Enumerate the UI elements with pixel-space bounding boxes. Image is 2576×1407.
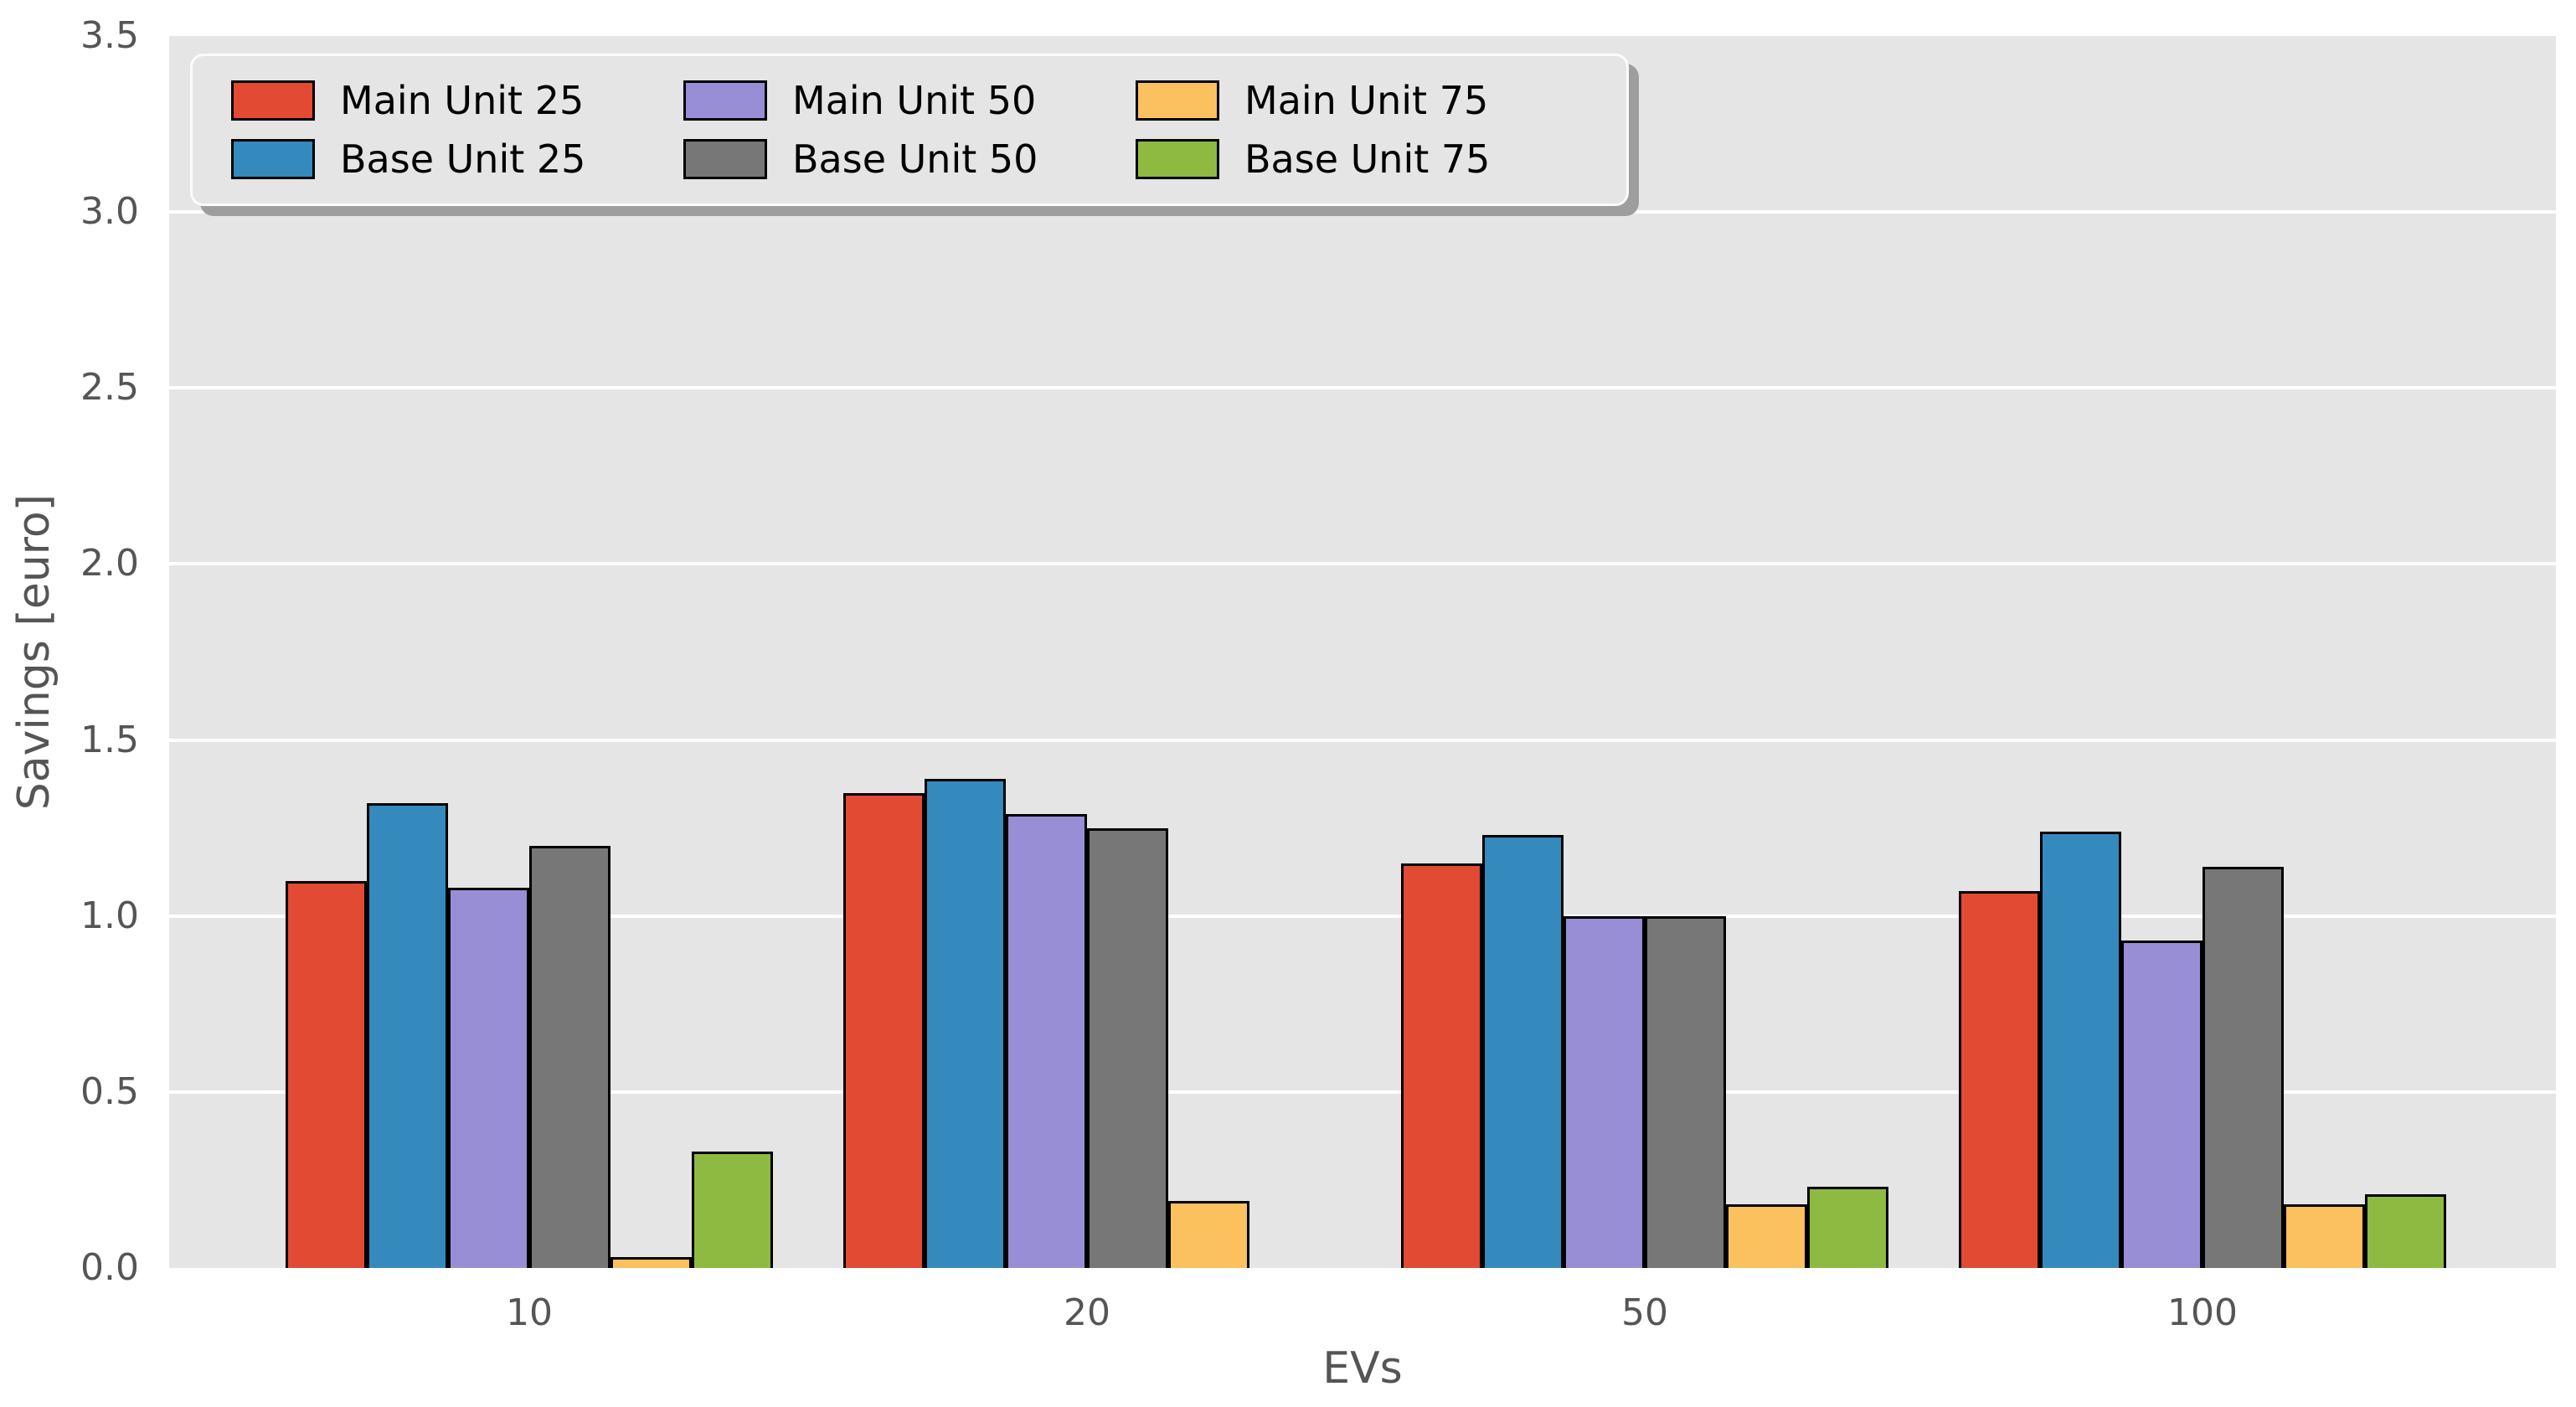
bar-main-unit-75-ev100 <box>2284 1204 2365 1268</box>
legend-label: Main Unit 50 <box>792 78 1037 123</box>
bar-base-unit-75-ev10 <box>692 1152 773 1268</box>
bar-base-unit-25-ev50 <box>1482 835 1564 1268</box>
bar-group-10 <box>286 803 773 1268</box>
gridline <box>169 210 2556 214</box>
legend-entry: Base Unit 25 <box>231 137 683 182</box>
bar-base-unit-50-ev10 <box>529 846 611 1268</box>
legend-swatch-base-unit-50 <box>683 139 767 179</box>
bar-main-unit-25-ev10 <box>286 881 367 1268</box>
bar-main-unit-75-ev10 <box>611 1257 692 1268</box>
gridline <box>169 738 2556 742</box>
legend-swatch-main-unit-25 <box>231 80 315 121</box>
y-tick-label: 2.5 <box>80 366 139 410</box>
bar-group-20 <box>843 779 1331 1268</box>
bar-main-unit-75-ev50 <box>1726 1204 1807 1268</box>
legend-swatch-main-unit-75 <box>1136 80 1219 121</box>
gridline <box>169 386 2556 390</box>
y-tick-label: 0.0 <box>80 1246 139 1289</box>
bar-main-unit-25-ev100 <box>1959 891 2040 1268</box>
bar-main-unit-50-ev20 <box>1006 814 1087 1268</box>
bar-group-50 <box>1401 835 1888 1268</box>
bar-base-unit-25-ev10 <box>367 803 448 1268</box>
legend-entry: Base Unit 50 <box>683 137 1136 182</box>
x-axis-label: EVs <box>1322 1343 1403 1394</box>
legend-label: Base Unit 25 <box>340 137 586 182</box>
y-tick-label: 3.0 <box>80 190 139 234</box>
x-tick-label: 20 <box>1064 1291 1110 1334</box>
bar-main-unit-50-ev100 <box>2121 941 2202 1268</box>
y-tick-label: 1.5 <box>80 718 139 761</box>
axes <box>169 36 2556 1268</box>
legend-swatch-base-unit-75 <box>1136 139 1219 179</box>
bar-base-unit-75-ev100 <box>2365 1194 2446 1268</box>
y-tick-label: 2.0 <box>80 542 139 585</box>
bar-base-unit-75-ev50 <box>1807 1187 1888 1268</box>
bar-main-unit-75-ev20 <box>1168 1201 1249 1268</box>
legend-entry: Base Unit 75 <box>1136 137 1588 182</box>
bar-base-unit-25-ev100 <box>2040 832 2121 1268</box>
bar-base-unit-50-ev100 <box>2202 867 2284 1268</box>
bar-base-unit-50-ev20 <box>1087 828 1168 1268</box>
x-tick-label: 100 <box>2167 1291 2238 1334</box>
bar-main-unit-50-ev50 <box>1564 916 1645 1268</box>
bar-main-unit-50-ev10 <box>448 888 529 1268</box>
legend-entry: Main Unit 75 <box>1136 78 1588 123</box>
legend: Main Unit 25 Base Unit 25 Main Unit 50 Base… <box>190 54 1629 206</box>
legend-label: Main Unit 75 <box>1244 78 1489 123</box>
y-tick-label: 3.5 <box>80 14 139 57</box>
gridline <box>169 562 2556 566</box>
legend-swatch-base-unit-25 <box>231 139 315 179</box>
legend-label: Base Unit 50 <box>792 137 1038 182</box>
y-tick-label: 0.5 <box>80 1069 139 1113</box>
y-tick-label: 1.0 <box>80 894 139 937</box>
gridline <box>169 914 2556 918</box>
bar-base-unit-50-ev50 <box>1645 916 1726 1268</box>
bar-base-unit-25-ev20 <box>925 779 1006 1268</box>
x-tick-label: 50 <box>1621 1291 1668 1334</box>
legend-entry: Main Unit 50 <box>683 78 1136 123</box>
legend-label: Base Unit 75 <box>1244 137 1491 182</box>
legend-swatch-main-unit-50 <box>683 80 767 121</box>
x-tick-label: 10 <box>506 1291 553 1334</box>
legend-label: Main Unit 25 <box>340 78 585 123</box>
bar-main-unit-25-ev50 <box>1401 863 1482 1268</box>
gridline <box>169 1090 2556 1094</box>
bar-main-unit-25-ev20 <box>843 793 925 1268</box>
bar-group-100 <box>1959 832 2446 1268</box>
legend-entry: Main Unit 25 <box>231 78 683 123</box>
